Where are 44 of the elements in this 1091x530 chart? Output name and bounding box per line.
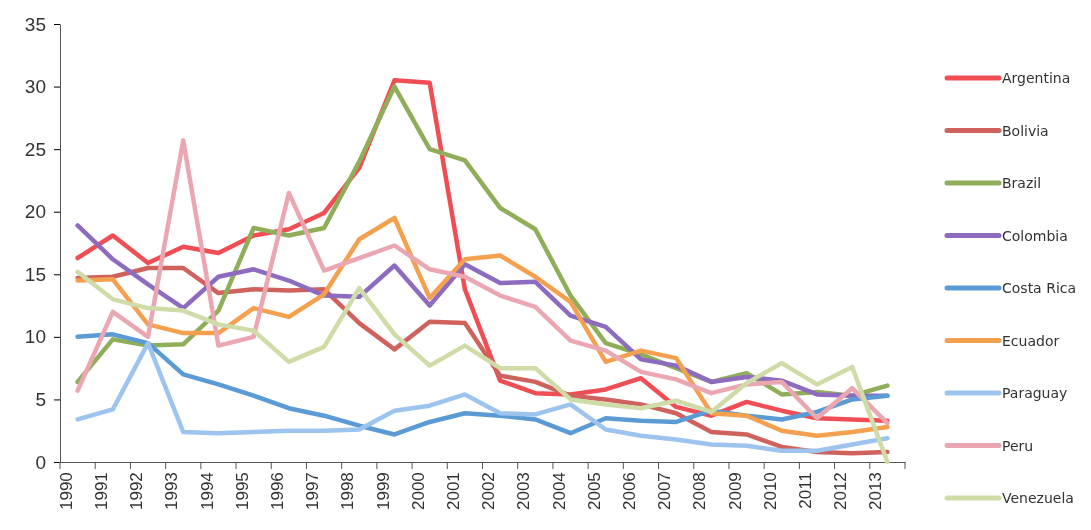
y-tick-label: 30 bbox=[24, 76, 46, 98]
line-series bbox=[75, 340, 890, 453]
legend-label: Ecuador bbox=[1002, 332, 1060, 349]
x-tick-label: 1996 bbox=[267, 472, 287, 511]
legend-label: Peru bbox=[1002, 437, 1034, 454]
x-tick-label: 2005 bbox=[584, 472, 604, 511]
legend-label: Colombia bbox=[1002, 227, 1068, 244]
x-tick-label: 2006 bbox=[619, 472, 639, 511]
x-tick-label: 2008 bbox=[690, 472, 710, 511]
x-tick-label: 1990 bbox=[56, 472, 76, 511]
x-tick-label: 2002 bbox=[479, 472, 499, 511]
legend-label: Venezuela bbox=[1002, 490, 1074, 506]
x-tick-label: 1999 bbox=[373, 472, 393, 511]
x-tick-label: 1991 bbox=[91, 472, 111, 511]
legend-label: Costa Rica bbox=[1002, 280, 1077, 296]
x-tick-label: 2009 bbox=[725, 472, 745, 511]
x-tick-label: 2012 bbox=[831, 472, 851, 511]
y-tick-label: 15 bbox=[24, 263, 46, 285]
y-tick-label: 25 bbox=[24, 138, 46, 160]
legend-label: Brazil bbox=[1002, 175, 1042, 191]
y-tick-label: 0 bbox=[35, 451, 46, 473]
legend-label: Paraguay bbox=[1002, 385, 1068, 401]
x-tick-label: 2000 bbox=[408, 472, 428, 511]
x-tick-label: 2011 bbox=[796, 472, 816, 509]
x-tick-label: 2003 bbox=[514, 472, 534, 511]
x-tick-label: 1998 bbox=[338, 472, 358, 511]
line-series bbox=[75, 138, 890, 426]
x-tick-label: 1997 bbox=[303, 472, 323, 511]
y-tick-label: 35 bbox=[24, 13, 46, 35]
x-tick-label: 2001 bbox=[443, 472, 463, 511]
x-tick-label: 2013 bbox=[866, 472, 886, 511]
x-tick-label: 2010 bbox=[760, 472, 780, 511]
x-tick-label: 1994 bbox=[197, 472, 217, 511]
x-tick-label: 1993 bbox=[162, 472, 182, 511]
x-tick-label: 2004 bbox=[549, 472, 569, 511]
y-tick-label: 20 bbox=[24, 201, 46, 223]
y-tick-label: 5 bbox=[35, 389, 46, 411]
y-tick-label: 10 bbox=[24, 326, 46, 348]
x-tick-label: 1992 bbox=[127, 472, 147, 511]
x-tick-label: 2007 bbox=[655, 472, 675, 511]
legend-label: Bolivia bbox=[1002, 122, 1049, 139]
legend-label: Argentina bbox=[1002, 70, 1071, 86]
line-series bbox=[75, 215, 890, 438]
x-tick-label: 1995 bbox=[232, 472, 252, 511]
